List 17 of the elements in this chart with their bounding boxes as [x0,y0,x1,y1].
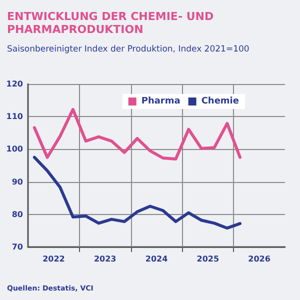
x-tick-label: 2023 [94,254,116,264]
y-tick-label: 80 [12,210,24,219]
line-series [32,108,242,160]
line-series [32,156,242,230]
y-tick-label: 100 [6,144,24,154]
y-tick-label: 110 [6,112,24,122]
x-tick-label: 2022 [42,254,65,264]
chart-title: ENTWICKLUNG DER CHEMIE- UND PHARMAPRODUKTION [7,10,214,36]
legend-label: Chemie [201,96,240,106]
y-tick-label: 70 [12,242,24,252]
chart-subtitle: Saisonbereinigter Index der Produktion, Index 2021=100 [7,44,250,54]
legend-label: Pharma [141,96,180,106]
y-tick-label: 120 [6,80,24,88]
x-tick-label: 2025 [196,254,220,264]
y-tick-label: 90 [12,177,24,186]
x-tick-label: 2024 [145,254,168,264]
x-tick-label: 2026 [248,254,271,264]
